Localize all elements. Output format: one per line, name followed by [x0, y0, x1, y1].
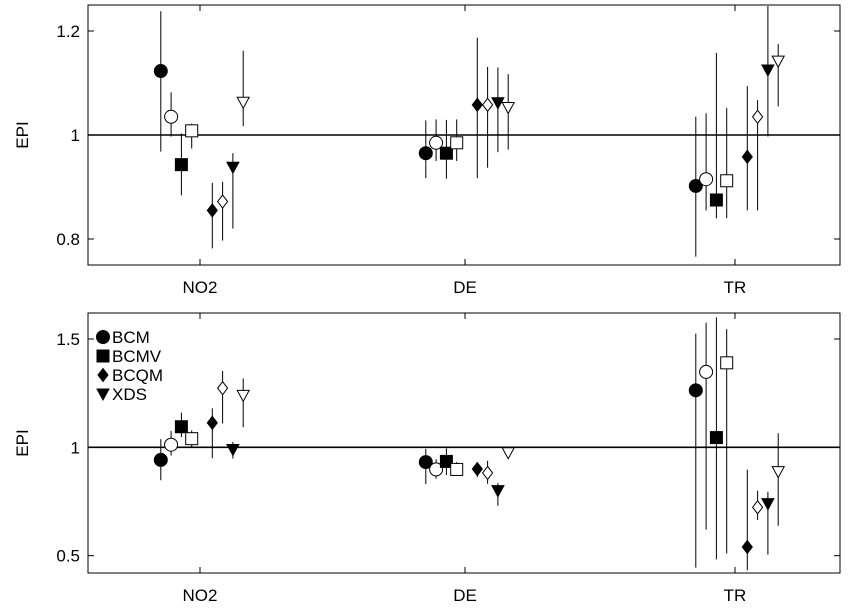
x-tick-label: DE	[453, 278, 477, 297]
y-tick-label: 1	[71, 438, 80, 457]
x-tick-label: DE	[453, 586, 477, 605]
data-point	[216, 380, 229, 396]
data-point	[226, 161, 240, 175]
data-point	[771, 466, 786, 479]
data-point	[688, 178, 703, 193]
data-point	[471, 97, 483, 113]
data-point	[741, 539, 753, 555]
data-point	[439, 146, 453, 160]
x-tick-label: TR	[724, 278, 747, 297]
data-point	[720, 356, 734, 370]
data-point	[185, 432, 199, 446]
data-point	[216, 194, 229, 209]
data-point	[174, 158, 188, 172]
axes-frame	[87, 312, 841, 574]
data-point	[751, 500, 764, 515]
legend-label: BCM	[112, 328, 150, 347]
y-tick-label: 1.2	[56, 22, 80, 41]
data-point	[720, 174, 734, 188]
data-point	[164, 437, 179, 452]
y-tick-label: 1	[71, 126, 80, 145]
data-point	[236, 96, 251, 110]
data-point	[709, 431, 723, 445]
y-tick-label: 0.5	[56, 547, 80, 566]
panel-top: 0.8 1 1.2 EPI NO2 DE TR	[13, 4, 841, 297]
data-point	[741, 149, 753, 165]
data-point	[418, 146, 433, 161]
data-point	[761, 498, 775, 511]
data-point	[481, 465, 494, 481]
data-point	[481, 97, 494, 113]
data-point	[153, 452, 168, 467]
data-point	[471, 461, 483, 477]
data-point	[501, 447, 516, 460]
legend-label: BCMV	[112, 347, 162, 366]
x-tick-label: NO2	[183, 278, 218, 297]
data-point	[761, 64, 775, 78]
data-point	[174, 420, 188, 434]
data-point	[501, 101, 516, 115]
data-point	[491, 485, 505, 498]
data-point	[450, 136, 464, 150]
data-point	[206, 415, 218, 431]
data-point	[164, 109, 179, 124]
data-point	[709, 193, 723, 207]
data-point	[450, 462, 464, 476]
legend-label: BCQM	[112, 366, 163, 385]
data-point	[688, 383, 703, 398]
data-point	[751, 109, 764, 125]
data-point	[439, 454, 453, 468]
legend-marker	[96, 388, 110, 402]
y-axis-label: EPI	[13, 429, 32, 456]
y-tick-label: 1.5	[56, 330, 80, 349]
y-tick-label: 0.8	[56, 230, 80, 249]
data-point	[429, 135, 444, 150]
data-point	[418, 455, 433, 470]
x-tick-label: NO2	[183, 586, 218, 605]
data-point	[226, 444, 240, 457]
legend-marker	[96, 349, 110, 363]
data-point	[236, 389, 251, 403]
y-axis-label: EPI	[13, 121, 32, 148]
data-point	[429, 462, 444, 477]
data-point	[699, 364, 714, 379]
data-point	[491, 97, 505, 110]
data-point	[153, 64, 168, 79]
legend-marker	[96, 330, 110, 344]
data-point	[185, 124, 199, 138]
legend-marker	[97, 367, 109, 383]
data-point	[699, 172, 714, 187]
legend-label: XDS	[112, 385, 147, 404]
data-point	[206, 203, 218, 218]
x-tick-label: TR	[724, 586, 747, 605]
data-point	[771, 55, 786, 69]
